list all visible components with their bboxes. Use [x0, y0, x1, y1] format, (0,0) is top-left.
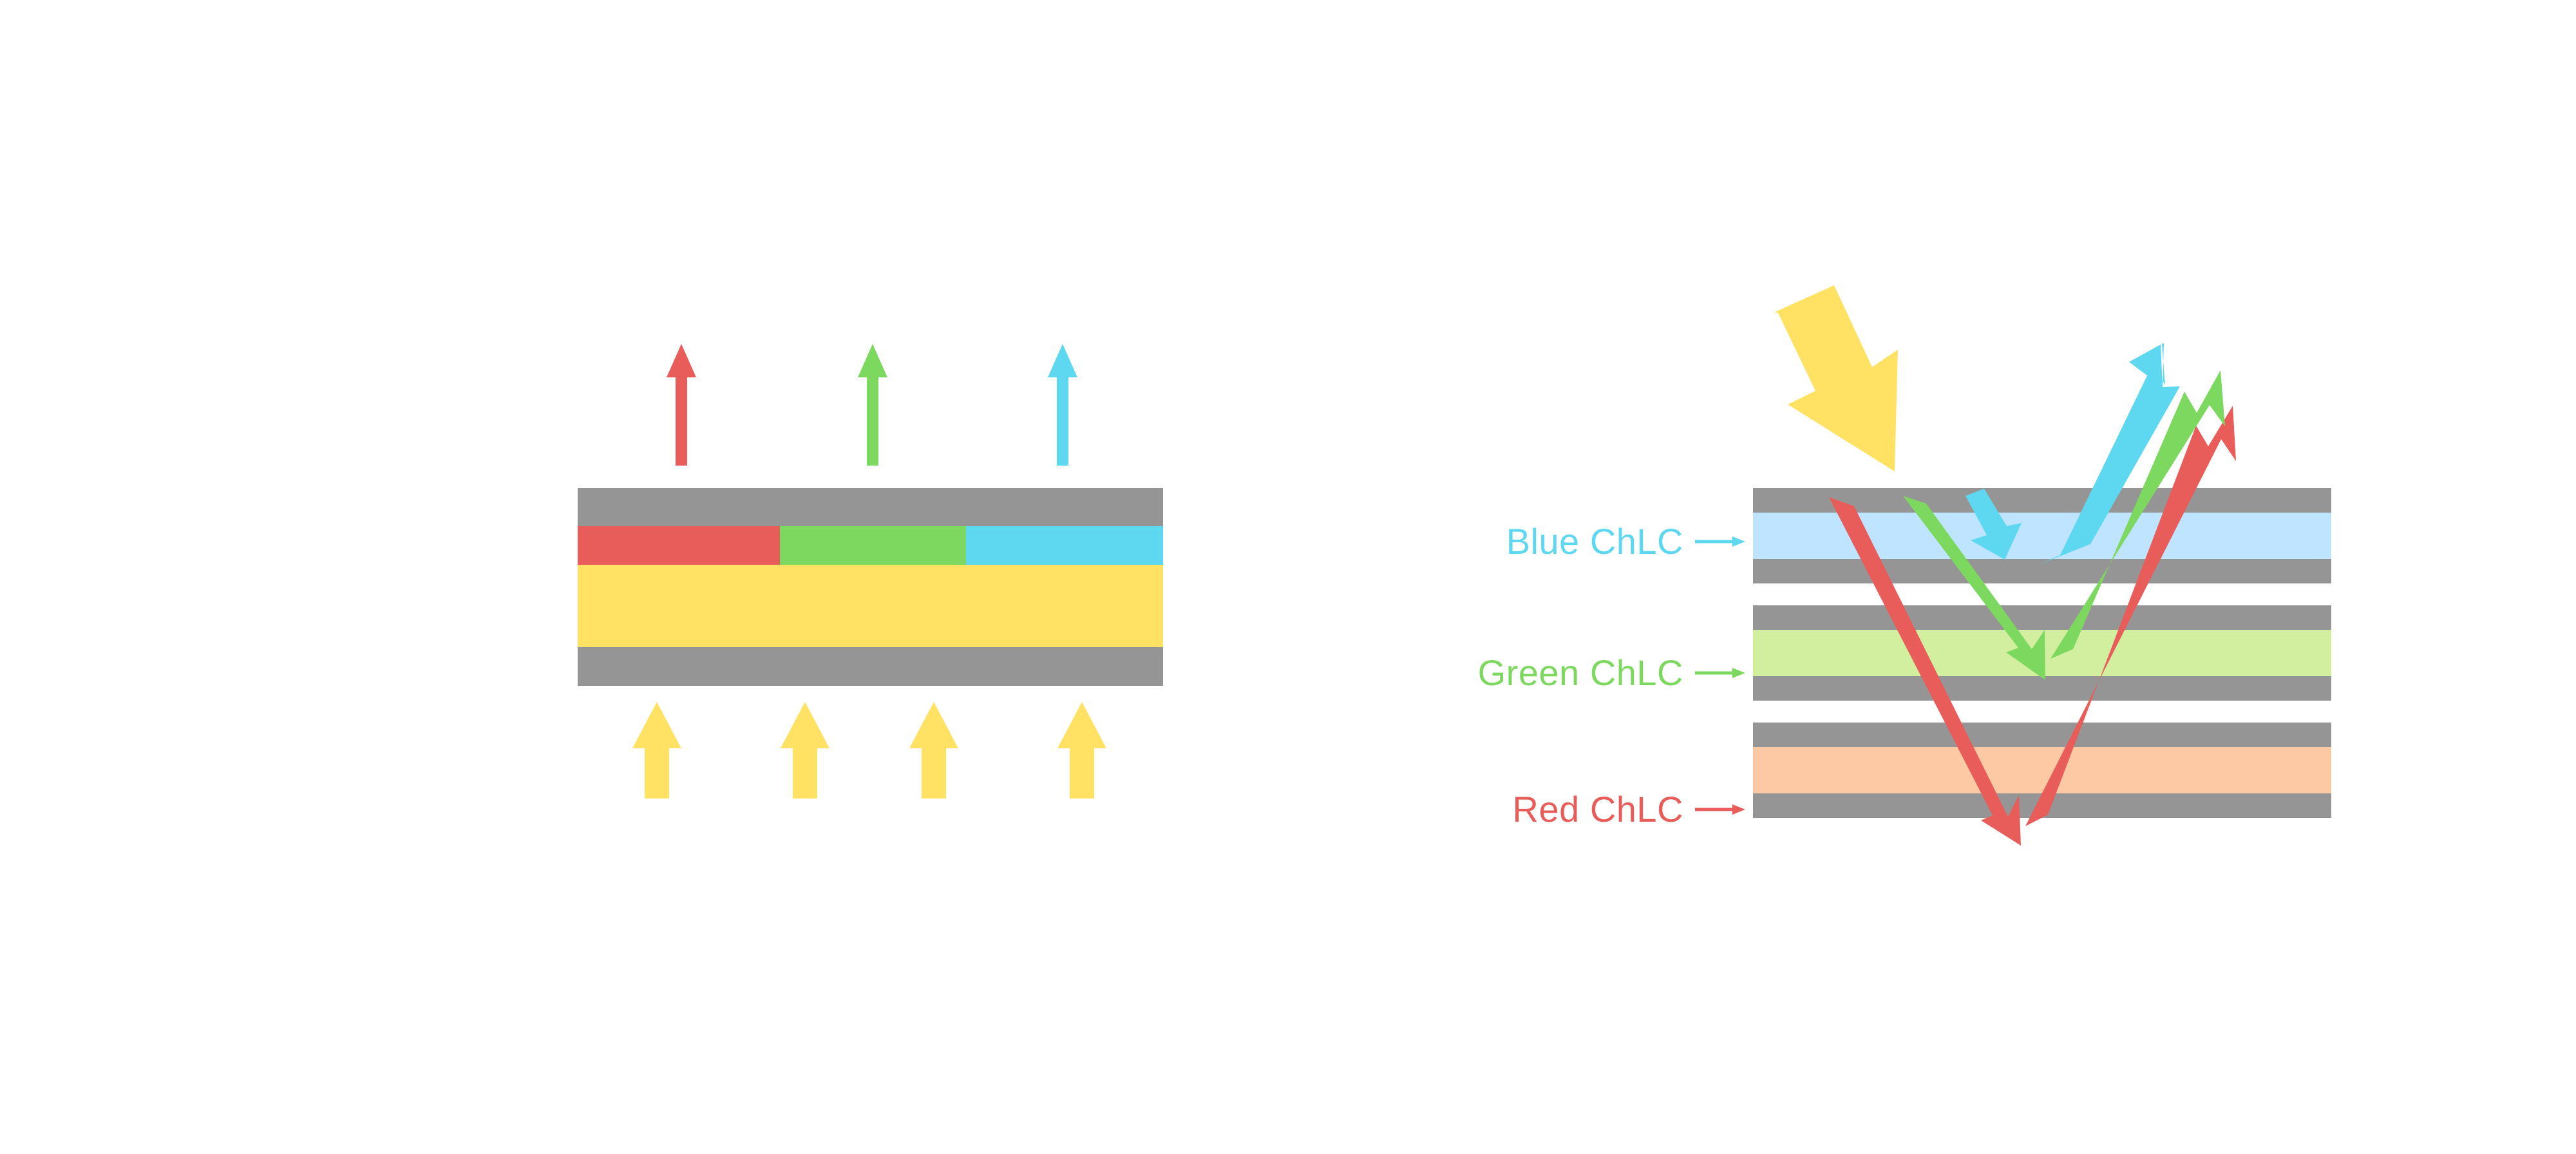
emitted-red-arrow [667, 344, 696, 466]
blue-cell-bottom-electrode [1753, 559, 2331, 583]
backlight-arrows-group [632, 702, 1106, 799]
left-stack [578, 488, 1163, 686]
emitted-arrows-group [667, 344, 1077, 466]
left-backlight-layer [578, 565, 1163, 647]
green-reflected-ray [2050, 370, 2225, 659]
green-cell-bottom-electrode [1753, 676, 2331, 701]
emitted-green-arrow [858, 344, 887, 466]
red-cell-top-electrode [1753, 723, 2331, 747]
red-rays-group [1829, 406, 2236, 846]
backlight-arrow-2 [781, 702, 829, 799]
green-cell-top-electrode [1753, 605, 2331, 630]
label-red-arrow-icon [1695, 804, 1745, 815]
label-red-chlc-text: Red ChLC [1512, 789, 1683, 829]
label-blue-chlc-row: Blue ChLC [1404, 520, 1745, 562]
blue-rays-group [1965, 343, 2180, 565]
left-red-subpixel [578, 526, 780, 565]
green-rays-group [1903, 370, 2225, 680]
incident-white-light-arrow [1774, 285, 1898, 471]
right-panel [1753, 285, 2331, 846]
left-panel [578, 344, 1163, 799]
red-chlc-layer [1753, 747, 2331, 793]
label-blue-chlc-text: Blue ChLC [1506, 521, 1683, 562]
backlight-arrow-4 [1057, 702, 1106, 799]
left-bottom-electrode [578, 647, 1163, 686]
label-green-arrow-icon [1695, 667, 1745, 678]
blue-incident-ray [1965, 489, 2022, 560]
left-blue-subpixel [966, 526, 1163, 565]
emitted-blue-arrow [1048, 344, 1077, 466]
label-green-chlc-text: Green ChLC [1477, 652, 1683, 693]
label-green-chlc-row: Green ChLC [1385, 652, 1745, 694]
blue-chlc-layer [1753, 513, 2331, 559]
left-green-subpixel [780, 526, 966, 565]
red-reflected-ray [2025, 406, 2236, 826]
green-incident-ray [1903, 496, 2045, 680]
blue-reflected-ray-head [2129, 345, 2163, 387]
blue-reflected-ray [2038, 343, 2180, 565]
left-top-electrode [578, 488, 1163, 526]
label-red-chlc-row: Red ChLC [1404, 788, 1745, 830]
label-blue-arrow-icon [1695, 536, 1745, 547]
backlight-arrow-1 [632, 702, 681, 799]
backlight-arrow-3 [909, 702, 958, 799]
red-incident-ray [1829, 497, 2021, 846]
